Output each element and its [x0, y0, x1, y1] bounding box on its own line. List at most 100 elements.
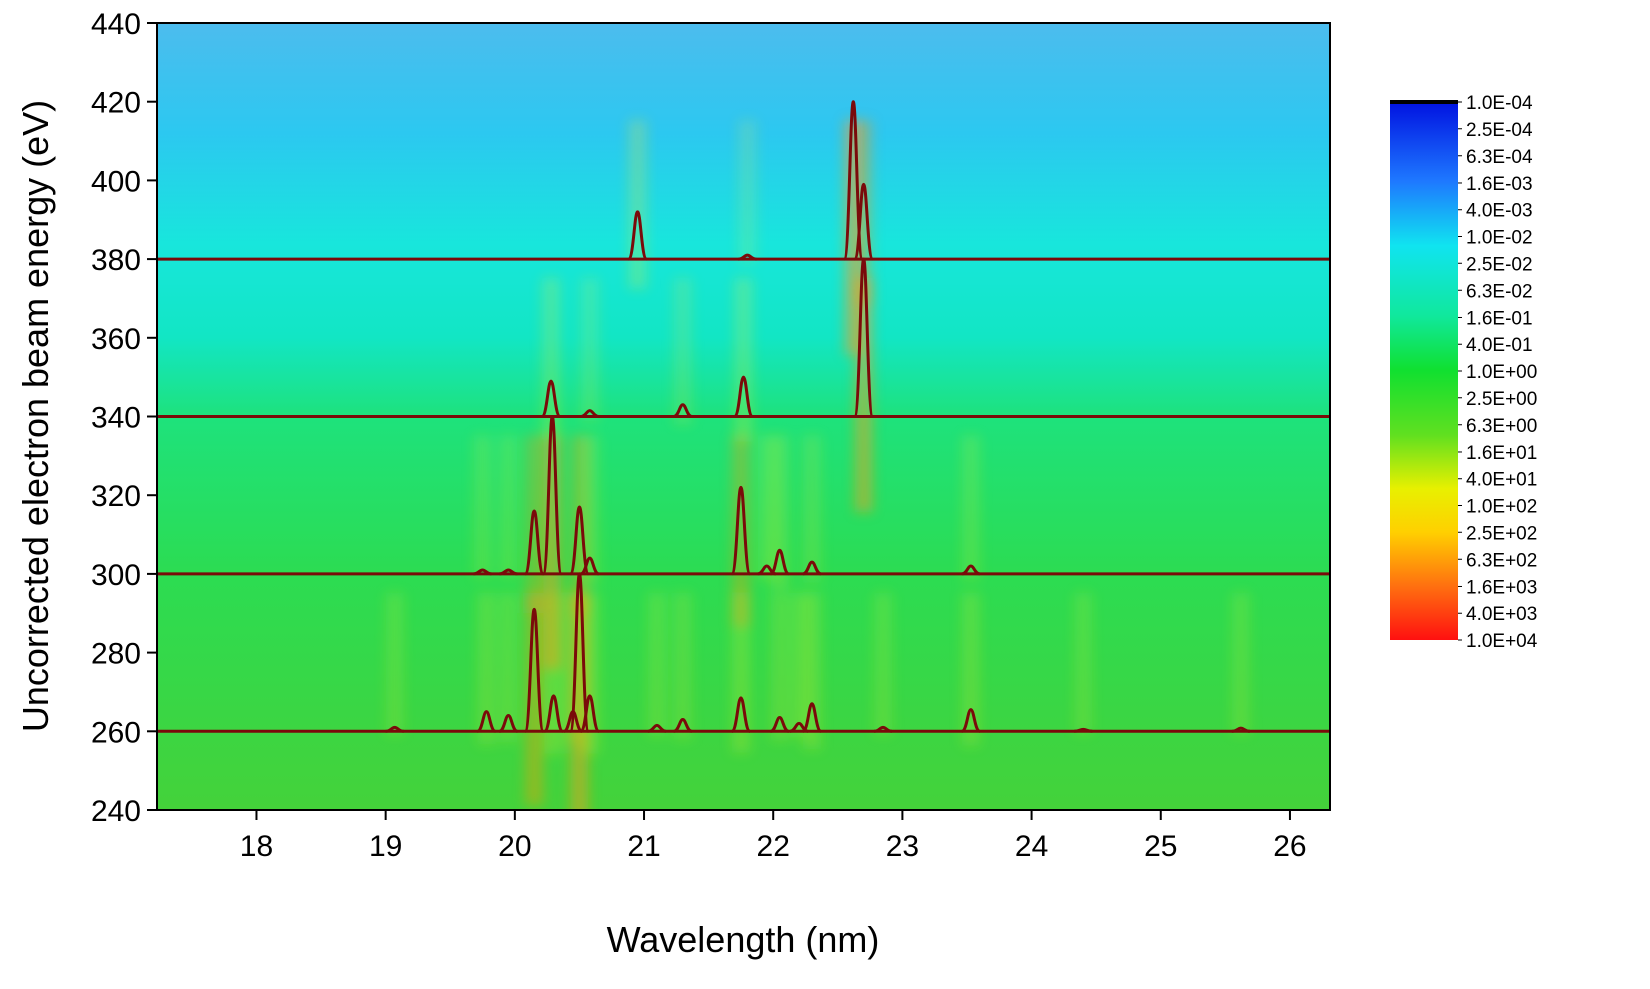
heatmap-band	[473, 435, 492, 578]
colorbar-label: 6.3E+02	[1466, 550, 1537, 571]
colorbar-label: 1.6E-01	[1466, 308, 1533, 329]
colorbar-label: 2.5E-04	[1466, 120, 1533, 141]
spectrum-peak	[961, 564, 981, 576]
spectrum-peak	[385, 725, 404, 733]
spectrum-peak	[730, 485, 752, 576]
heatmap-band	[802, 592, 821, 750]
y-axis-title: Uncorrected electron beam energy (eV)	[15, 100, 56, 732]
colorbar-label: 4.0E-03	[1466, 201, 1533, 222]
colorbar-label: 1.6E+01	[1466, 443, 1537, 464]
heatmap-band	[673, 277, 692, 425]
y-tick-label: 240	[91, 795, 141, 828]
heatmap-band	[1074, 592, 1093, 734]
colorbar-label: 6.3E-04	[1466, 147, 1533, 168]
heatmap-band	[580, 277, 599, 422]
spectrum-peak	[568, 505, 590, 576]
heatmap-band	[499, 592, 518, 743]
spectrum-peak	[802, 702, 822, 733]
spectrum-peak	[540, 379, 562, 418]
spectrum-peak	[853, 182, 875, 261]
spectrum-peak	[473, 568, 492, 576]
heatmap-band	[731, 435, 750, 628]
heatmap-band	[628, 120, 647, 289]
colorbar-label: 1.0E+02	[1466, 497, 1537, 518]
colorbar-label: 1.0E+00	[1466, 362, 1537, 383]
spectrum-peak	[543, 694, 565, 733]
colorbar-label: 1.0E-02	[1466, 228, 1533, 249]
spectrum-peak	[498, 714, 518, 733]
x-axis-title: Wavelength (nm)	[607, 919, 880, 960]
x-tick-label: 22	[757, 830, 790, 863]
colorbar-label: 1.6E+03	[1466, 577, 1537, 598]
spectrum-peak	[580, 409, 599, 418]
y-tick-label: 360	[91, 323, 141, 356]
colorbar-label: 1.0E+04	[1466, 631, 1538, 652]
x-tick-label: 19	[369, 830, 402, 863]
spectrum-peak	[769, 548, 790, 576]
y-tick-label: 440	[91, 8, 141, 41]
spectrum-peak	[476, 710, 497, 733]
x-tick-label: 21	[627, 830, 660, 863]
heatmap-band	[770, 592, 789, 741]
spectrum-peak	[1074, 727, 1093, 733]
y-tick-label: 380	[91, 244, 141, 277]
heatmap-band	[874, 592, 893, 735]
heatmap-band	[961, 592, 980, 746]
spectrum-peak	[579, 694, 601, 733]
heatmap-band	[647, 592, 666, 737]
spectrum-peak	[1231, 726, 1250, 733]
colorbar-label: 2.5E-02	[1466, 254, 1533, 275]
colorbar-label: 6.3E-02	[1466, 281, 1533, 302]
spectrum-peak	[730, 696, 752, 733]
spectrum-peak	[961, 708, 981, 733]
spectrum-peak	[673, 717, 693, 733]
x-tick-label: 20	[498, 830, 531, 863]
colorbar	[1390, 100, 1458, 640]
y-tick-label: 300	[91, 559, 141, 592]
x-tick-label: 24	[1015, 830, 1048, 863]
y-tick-label: 340	[91, 402, 141, 435]
y-tick-label: 400	[91, 165, 141, 198]
spectrum-peak	[802, 560, 822, 576]
colorbar-cap	[1390, 100, 1458, 104]
heatmap-band	[770, 435, 789, 590]
colorbar-label: 6.3E+00	[1466, 416, 1537, 437]
spectrum-peak	[647, 723, 667, 733]
y-tick-label: 320	[91, 480, 141, 513]
spectrum-peak	[738, 253, 757, 261]
colorbar-label: 1.6E-03	[1466, 174, 1533, 195]
spectrum-peak	[627, 210, 649, 261]
spectrum-peak	[873, 725, 893, 733]
spectrum-peak	[523, 607, 545, 733]
heatmap-band	[673, 592, 692, 740]
y-tick-label: 280	[91, 638, 141, 671]
spectrum-peak	[673, 403, 693, 418]
spectrum-peak	[733, 375, 754, 418]
colorbar-label: 1.0E-04	[1466, 93, 1533, 114]
heatmap-band	[525, 435, 544, 613]
colorbar-label: 2.5E+02	[1466, 523, 1537, 544]
colorbar-label: 4.0E+03	[1466, 604, 1537, 625]
y-tick-label: 420	[91, 87, 141, 120]
heatmap-band	[580, 435, 599, 585]
colorbar-label: 4.0E-01	[1466, 335, 1533, 356]
heatmap-band	[738, 120, 757, 263]
heatmap-band	[477, 592, 496, 745]
heatmap-band	[961, 435, 980, 580]
heatmap-band	[499, 435, 518, 578]
colorbar-label: 4.0E+01	[1466, 470, 1537, 491]
spectrum-peak	[580, 556, 600, 576]
x-tick-label: 26	[1273, 830, 1306, 863]
x-tick-label: 25	[1144, 830, 1177, 863]
spectrum-peak	[499, 568, 518, 576]
heatmap-band	[385, 592, 404, 735]
heatmap-band	[1231, 592, 1250, 735]
spectrum-peak	[770, 716, 790, 733]
heatmap-band	[802, 435, 821, 583]
x-tick-label: 18	[240, 830, 273, 863]
x-tick-label: 23	[886, 830, 919, 863]
heatmap-band	[525, 592, 544, 806]
spectrum-peak	[523, 509, 545, 576]
spectra	[157, 100, 1330, 733]
